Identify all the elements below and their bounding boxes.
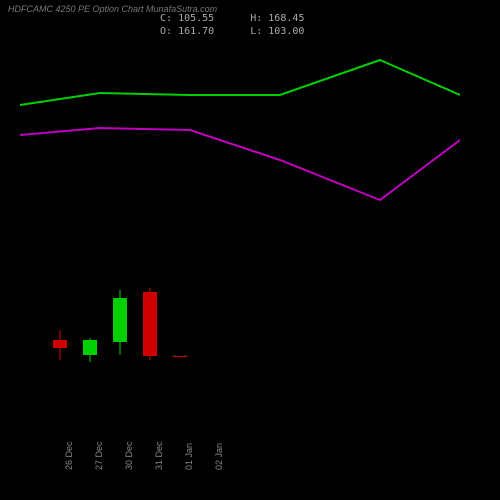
x-axis-labels: 26 Dec 27 Dec 30 Dec 31 Dec 01 Jan 02 Jan [20, 422, 460, 482]
x-axis-label: 26 Dec [64, 441, 74, 470]
candle-body [173, 356, 187, 357]
ohlc-c: C: 105.55 [160, 12, 214, 25]
x-axis-label: 02 Jan [214, 443, 224, 470]
ohlc-h: H: 168.45 [250, 12, 304, 25]
candle-body [83, 340, 97, 355]
ohlc-block: C: 105.55 H: 168.45 O: 161.70 L: 103.00 [160, 12, 304, 38]
upper-band-line [20, 60, 460, 105]
x-axis-label: 31 Dec [154, 441, 164, 470]
x-axis-label: 01 Jan [184, 443, 194, 470]
lower-band-line [20, 128, 460, 200]
ohlc-l: L: 103.00 [250, 25, 304, 38]
candle-body [143, 292, 157, 356]
price-chart [20, 40, 460, 400]
candle-body [113, 298, 127, 342]
x-axis-label: 27 Dec [94, 441, 104, 470]
x-axis-label: 30 Dec [124, 441, 134, 470]
ohlc-o: O: 161.70 [160, 25, 214, 38]
candle-body [53, 340, 67, 348]
